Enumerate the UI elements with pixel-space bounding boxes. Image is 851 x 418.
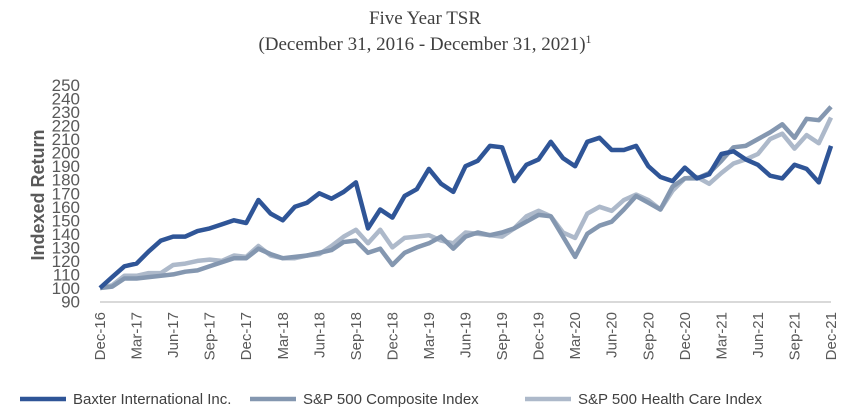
x-tick-label: Sep-17 bbox=[202, 312, 219, 360]
x-tick-label: Sep-21 bbox=[786, 312, 803, 360]
x-tick-label: Dec-21 bbox=[823, 312, 840, 360]
y-tick-label: 190 bbox=[52, 157, 80, 176]
footnote-marker: 1 bbox=[586, 32, 592, 46]
y-tick-label: 90 bbox=[61, 293, 80, 312]
x-tick-label: Mar-19 bbox=[421, 312, 438, 360]
x-tick-label: Mar-18 bbox=[275, 312, 292, 360]
y-tick-label: 210 bbox=[52, 130, 80, 149]
y-tick-label: 170 bbox=[52, 184, 80, 203]
y-axis: 9010011012013014015016017018019020021022… bbox=[52, 76, 80, 311]
x-tick-label: Mar-20 bbox=[567, 312, 584, 360]
x-tick-label: Mar-21 bbox=[713, 312, 730, 360]
y-tick-label: 140 bbox=[52, 225, 80, 244]
legend-label: Baxter International Inc. bbox=[73, 391, 231, 408]
x-tick-label: Dec-20 bbox=[677, 312, 694, 360]
y-tick-label: 200 bbox=[52, 144, 80, 163]
x-tick-label: Dec-16 bbox=[92, 312, 109, 360]
y-tick-label: 180 bbox=[52, 171, 80, 190]
y-tick-label: 120 bbox=[52, 252, 80, 271]
chart-subtitle-text: (December 31, 2016 - December 31, 2021) bbox=[258, 34, 585, 55]
y-tick-label: 100 bbox=[52, 279, 80, 298]
x-tick-label: Jun-21 bbox=[750, 312, 767, 358]
x-tick-label: Sep-20 bbox=[640, 312, 657, 360]
y-tick-label: 240 bbox=[52, 90, 80, 109]
legend: Baxter International Inc. S&P 500 Composi… bbox=[20, 391, 763, 408]
x-tick-label: Jun-18 bbox=[311, 312, 328, 358]
series-line-0 bbox=[98, 135, 834, 290]
x-tick-label: Jun-17 bbox=[165, 312, 182, 358]
y-tick-label: 130 bbox=[52, 238, 80, 257]
x-tick-label: Sep-19 bbox=[494, 312, 511, 360]
x-axis: Dec-16 Mar-17 Jun-17 Sep-17 Dec-17 Mar-18 Jun-… bbox=[92, 312, 840, 360]
x-tick-label: Mar-17 bbox=[129, 312, 146, 360]
x-tick-label: Sep-18 bbox=[348, 312, 365, 360]
series-line-2 bbox=[99, 116, 834, 291]
x-tick-label: Dec-19 bbox=[531, 312, 548, 360]
legend-label: S&P 500 Composite Index bbox=[303, 391, 479, 408]
chart-title: Five Year TSR bbox=[369, 8, 481, 29]
y-tick-label: 250 bbox=[52, 76, 80, 95]
x-tick-label: Jun-19 bbox=[458, 312, 475, 358]
x-tick-label: Jun-20 bbox=[604, 312, 621, 358]
x-tick-label: Dec-17 bbox=[238, 312, 255, 360]
chart-subtitle: (December 31, 2016 - December 31, 2021)1 bbox=[258, 32, 591, 55]
y-tick-label: 220 bbox=[52, 117, 80, 136]
legend-label: S&P 500 Health Care Index bbox=[578, 391, 763, 408]
y-tick-label: 160 bbox=[52, 198, 80, 217]
y-tick-label: 150 bbox=[52, 211, 80, 230]
y-tick-label: 230 bbox=[52, 103, 80, 122]
y-axis-title: Indexed Return bbox=[28, 129, 48, 260]
x-tick-label: Dec-18 bbox=[384, 312, 401, 360]
y-tick-label: 110 bbox=[53, 265, 80, 284]
series-lines bbox=[98, 105, 834, 291]
